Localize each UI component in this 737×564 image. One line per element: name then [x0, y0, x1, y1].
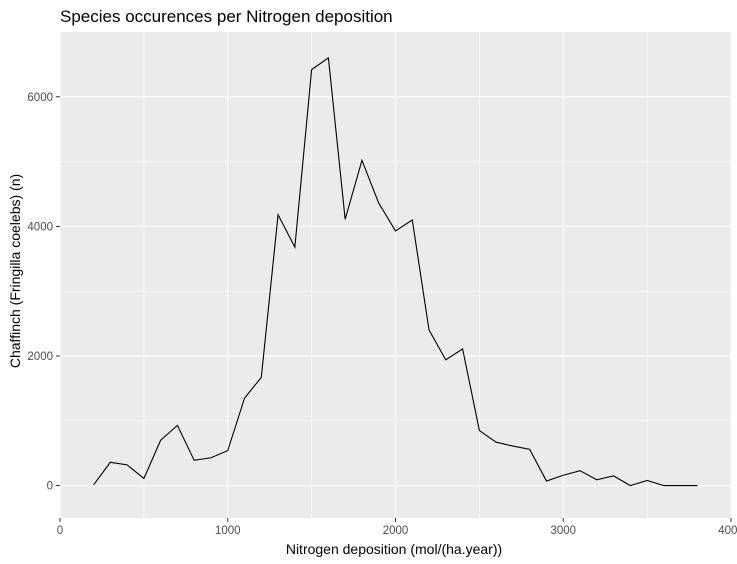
y-tick-label: 0 — [47, 481, 53, 493]
x-tick-label: 1000 — [215, 525, 241, 537]
chart-title: Species occurences per Nitrogen depositi… — [60, 7, 393, 26]
x-axis-title: Nitrogen deposition (mol/(ha.year)) — [286, 541, 502, 557]
x-tick-label: 2000 — [383, 525, 409, 537]
y-tick-label: 2000 — [27, 351, 53, 363]
x-tick-label: 3000 — [550, 525, 576, 537]
y-axis-title: Chaffinch (Fringilla coelebs) (n) — [7, 174, 23, 368]
y-tick-label: 4000 — [27, 221, 53, 233]
grid-major — [59, 32, 732, 518]
x-tick-label: 0 — [57, 525, 63, 537]
x-tick-label: 4000 — [718, 525, 737, 537]
tick-labels: 0 1000 2000 3000 4000 0 2000 4000 6000 — [27, 92, 737, 537]
y-tick-label: 6000 — [27, 92, 53, 104]
series-line — [93, 56, 698, 487]
axis-ticks — [56, 96, 732, 522]
